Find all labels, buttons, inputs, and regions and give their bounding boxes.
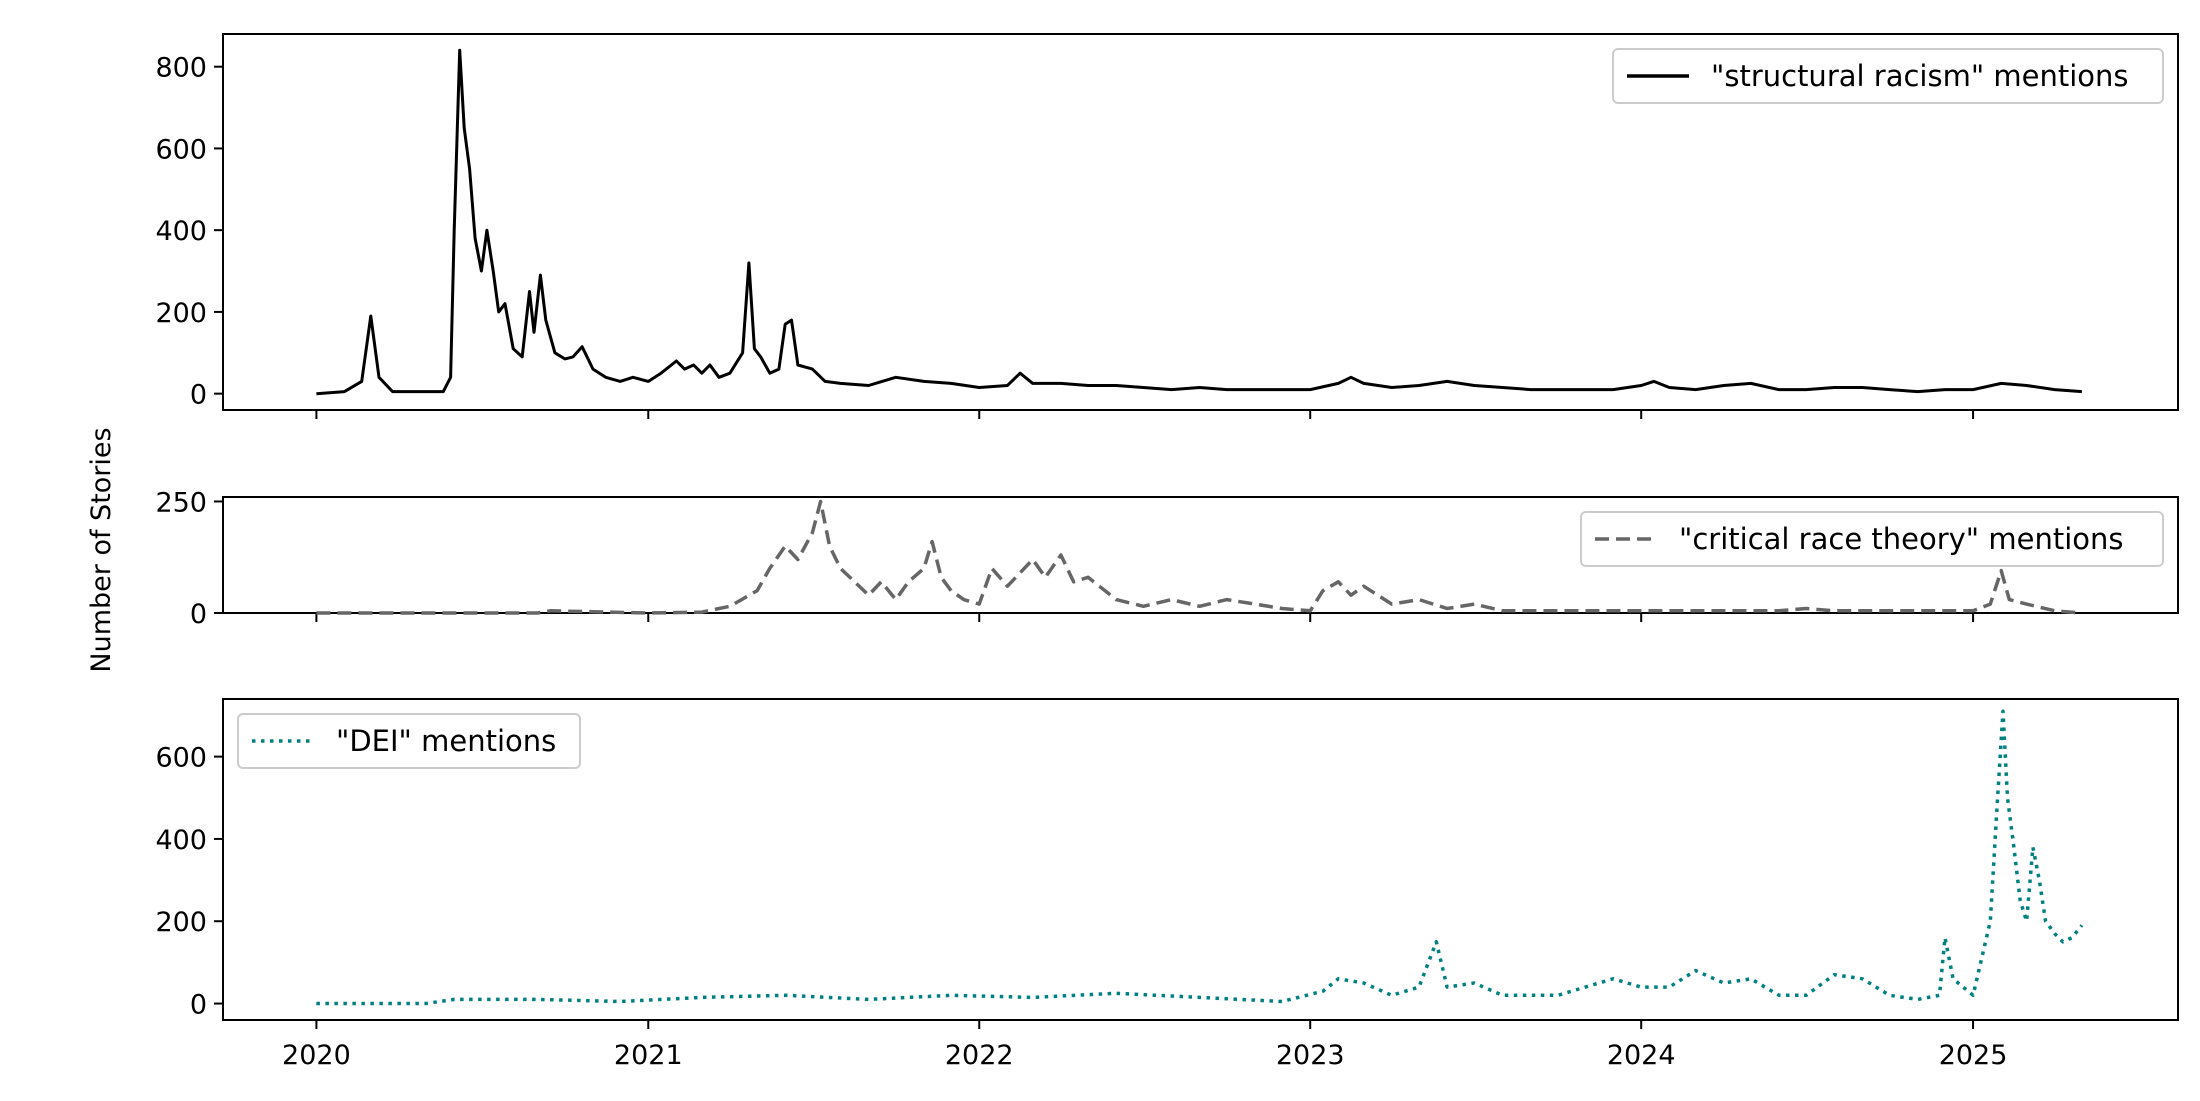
x-tick-label: 2023 xyxy=(1276,1040,1345,1071)
legend: "critical race theory" mentions xyxy=(1580,511,2164,567)
legend-box xyxy=(1580,511,2164,567)
y-tick-label: 200 xyxy=(155,298,207,329)
x-tick-label: 2024 xyxy=(1607,1040,1676,1071)
legend-label: "critical race theory" mentions xyxy=(1679,522,2124,556)
legend-box xyxy=(1612,48,2164,104)
y-tick-label: 0 xyxy=(190,599,207,630)
y-tick-label: 250 xyxy=(155,487,207,518)
legend-label: "DEI" mentions xyxy=(336,724,556,758)
y-axis-label: Number of Stories xyxy=(86,427,117,672)
axes-frame xyxy=(222,698,2179,1021)
x-tick-label: 2022 xyxy=(945,1040,1014,1071)
panel-1: 0 200 400 600 800 "structural racism" mention… xyxy=(155,33,2179,419)
panel-2: 0 250 "critical race theory" mentions xyxy=(155,487,2179,630)
y-tick-label: 0 xyxy=(190,380,207,411)
y-tick-label: 400 xyxy=(155,216,207,247)
x-tick-label: 2020 xyxy=(282,1040,351,1071)
series-line xyxy=(316,48,2083,396)
y-tick-label: 800 xyxy=(155,53,207,84)
y-tick-label: 600 xyxy=(155,134,207,165)
y-tick-label: 200 xyxy=(155,907,207,938)
legend-box xyxy=(237,713,581,769)
x-tick-label: 2021 xyxy=(614,1040,683,1071)
axes-frame xyxy=(222,496,2179,614)
series-line xyxy=(316,499,2083,615)
legend-label: "structural racism" mentions xyxy=(1711,59,2129,93)
x-tick-label: 2025 xyxy=(1939,1040,2008,1071)
panels: 0 200 400 600 800 "structural racism" mention… xyxy=(155,33,2179,1071)
panel-3: 0 200 400 600 2020 2021 2022 2023 2024 2025 "DEI" … xyxy=(155,698,2179,1071)
legend: "DEI" mentions xyxy=(237,713,581,769)
legend: "structural racism" mentions xyxy=(1612,48,2164,104)
series-line xyxy=(316,709,2084,1006)
y-tick-label: 600 xyxy=(155,743,207,774)
y-tick-label: 0 xyxy=(190,990,207,1021)
axes-frame xyxy=(222,33,2179,411)
y-tick-label: 400 xyxy=(155,825,207,856)
